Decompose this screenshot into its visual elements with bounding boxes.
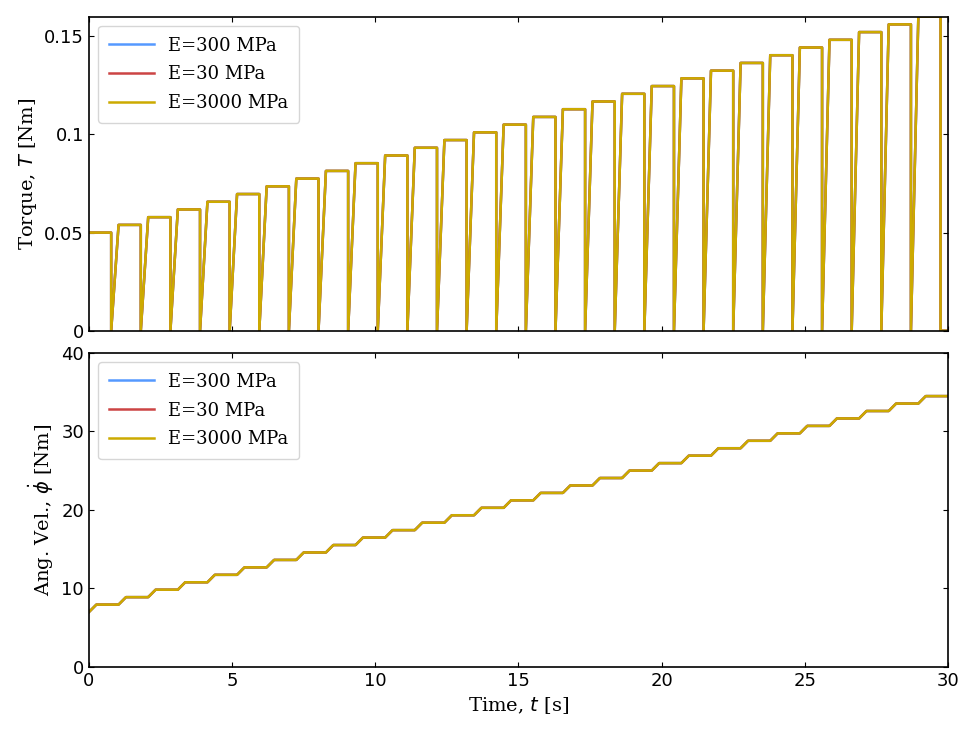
E=300 MPa <box>942 391 954 400</box>
E=3000 MPa <box>83 608 95 616</box>
E=3000 MPa <box>913 12 924 21</box>
E=300 MPa <box>506 496 517 505</box>
E=300 MPa <box>609 97 621 106</box>
Line: E=30 MPa: E=30 MPa <box>89 17 948 331</box>
X-axis label: Time, $t$ [s]: Time, $t$ [s] <box>468 696 569 716</box>
E=3000 MPa <box>328 541 340 550</box>
E=300 MPa <box>764 51 776 59</box>
E=3000 MPa <box>883 407 895 416</box>
E=30 MPa <box>112 600 124 609</box>
E=3000 MPa <box>343 326 354 335</box>
E=300 MPa <box>520 326 532 335</box>
E=30 MPa <box>105 326 117 335</box>
E=300 MPa <box>105 326 117 335</box>
E=300 MPa <box>112 600 124 609</box>
E=3000 MPa <box>520 326 532 335</box>
E=3000 MPa <box>587 481 598 490</box>
E=30 MPa <box>920 391 932 400</box>
E=30 MPa <box>320 548 332 557</box>
E=30 MPa <box>343 326 354 335</box>
E=30 MPa <box>587 481 598 490</box>
E=300 MPa <box>343 326 354 335</box>
Y-axis label: Ang. Vel., $\dot{\phi}$ [Nm]: Ang. Vel., $\dot{\phi}$ [Nm] <box>26 424 56 596</box>
E=3000 MPa <box>112 221 124 229</box>
E=3000 MPa <box>942 391 954 400</box>
E=300 MPa <box>883 407 895 416</box>
E=300 MPa <box>587 481 598 490</box>
Legend: E=300 MPa, E=30 MPa, E=3000 MPa: E=300 MPa, E=30 MPa, E=3000 MPa <box>98 26 300 123</box>
Line: E=300 MPa: E=300 MPa <box>89 17 948 331</box>
E=3000 MPa <box>112 600 124 609</box>
E=30 MPa <box>328 541 340 550</box>
E=3000 MPa <box>343 166 354 175</box>
E=300 MPa <box>112 221 124 229</box>
E=3000 MPa <box>764 51 776 59</box>
E=300 MPa <box>920 391 932 400</box>
Line: E=3000 MPa: E=3000 MPa <box>89 17 948 331</box>
E=3000 MPa <box>942 326 954 335</box>
E=30 MPa <box>506 496 517 505</box>
E=30 MPa <box>83 228 95 237</box>
Legend: E=300 MPa, E=30 MPa, E=3000 MPa: E=300 MPa, E=30 MPa, E=3000 MPa <box>98 362 300 460</box>
E=3000 MPa <box>83 228 95 237</box>
E=30 MPa <box>764 51 776 59</box>
E=3000 MPa <box>105 326 117 335</box>
E=3000 MPa <box>609 97 621 106</box>
Line: E=3000 MPa: E=3000 MPa <box>89 396 948 612</box>
E=3000 MPa <box>506 496 517 505</box>
E=300 MPa <box>83 228 95 237</box>
E=30 MPa <box>520 326 532 335</box>
E=30 MPa <box>83 608 95 616</box>
Line: E=30 MPa: E=30 MPa <box>89 396 948 612</box>
E=30 MPa <box>883 407 895 416</box>
E=30 MPa <box>942 326 954 335</box>
E=300 MPa <box>913 12 924 21</box>
E=3000 MPa <box>320 548 332 557</box>
E=30 MPa <box>942 391 954 400</box>
Line: E=300 MPa: E=300 MPa <box>89 396 948 612</box>
E=300 MPa <box>942 326 954 335</box>
E=30 MPa <box>112 221 124 229</box>
E=30 MPa <box>609 97 621 106</box>
E=3000 MPa <box>920 391 932 400</box>
E=30 MPa <box>913 12 924 21</box>
E=300 MPa <box>320 548 332 557</box>
E=30 MPa <box>343 166 354 175</box>
E=300 MPa <box>328 541 340 550</box>
Y-axis label: Torque, $T$ [Nm]: Torque, $T$ [Nm] <box>17 97 39 250</box>
E=300 MPa <box>343 166 354 175</box>
E=300 MPa <box>83 608 95 616</box>
